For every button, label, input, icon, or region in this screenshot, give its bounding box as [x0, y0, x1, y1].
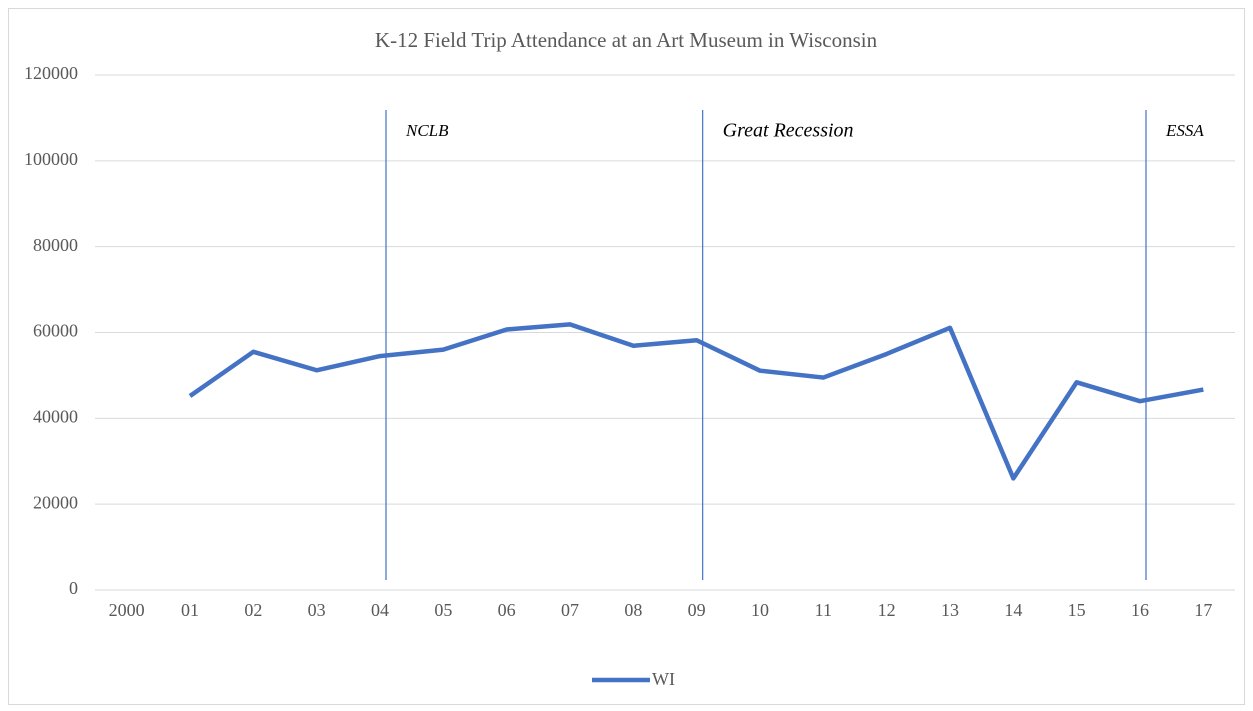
annotation: ESSA — [1165, 121, 1204, 140]
x-tick-label: 01 — [181, 600, 199, 620]
x-tick-label: 11 — [815, 600, 832, 620]
x-tick-label: 06 — [498, 600, 516, 620]
x-tick-label: 05 — [434, 600, 452, 620]
x-tick-label: 02 — [244, 600, 262, 620]
x-tick-label: 16 — [1131, 600, 1149, 620]
x-tick-label: 12 — [878, 600, 896, 620]
y-tick-label: 80000 — [33, 235, 78, 255]
x-tick-label: 10 — [751, 600, 769, 620]
x-tick-label: 08 — [624, 600, 642, 620]
x-tick-label: 17 — [1194, 600, 1212, 620]
series-line — [188, 322, 1204, 481]
x-tick-label: 14 — [1004, 600, 1022, 620]
x-tick-label: 2000 — [109, 600, 145, 620]
x-tick-label: 13 — [941, 600, 959, 620]
y-tick-label: 20000 — [33, 492, 78, 512]
y-tick-label: 0 — [69, 578, 78, 598]
y-tick-label: 60000 — [33, 321, 78, 341]
x-tick-label: 15 — [1068, 600, 1086, 620]
x-tick-label: 09 — [688, 600, 706, 620]
legend-label: WI — [652, 669, 675, 689]
y-tick-label: 100000 — [24, 149, 78, 169]
y-tick-label: 40000 — [33, 406, 78, 426]
annotation: Great Recession — [723, 120, 854, 142]
y-tick-label: 120000 — [24, 63, 78, 83]
annotation: NCLB — [405, 121, 449, 140]
x-tick-label: 03 — [308, 600, 326, 620]
chart-title: K-12 Field Trip Attendance at an Art Mus… — [375, 28, 878, 52]
x-tick-label: 04 — [371, 600, 389, 620]
chart-border — [8, 8, 1245, 705]
x-tick-label: 07 — [561, 600, 579, 620]
